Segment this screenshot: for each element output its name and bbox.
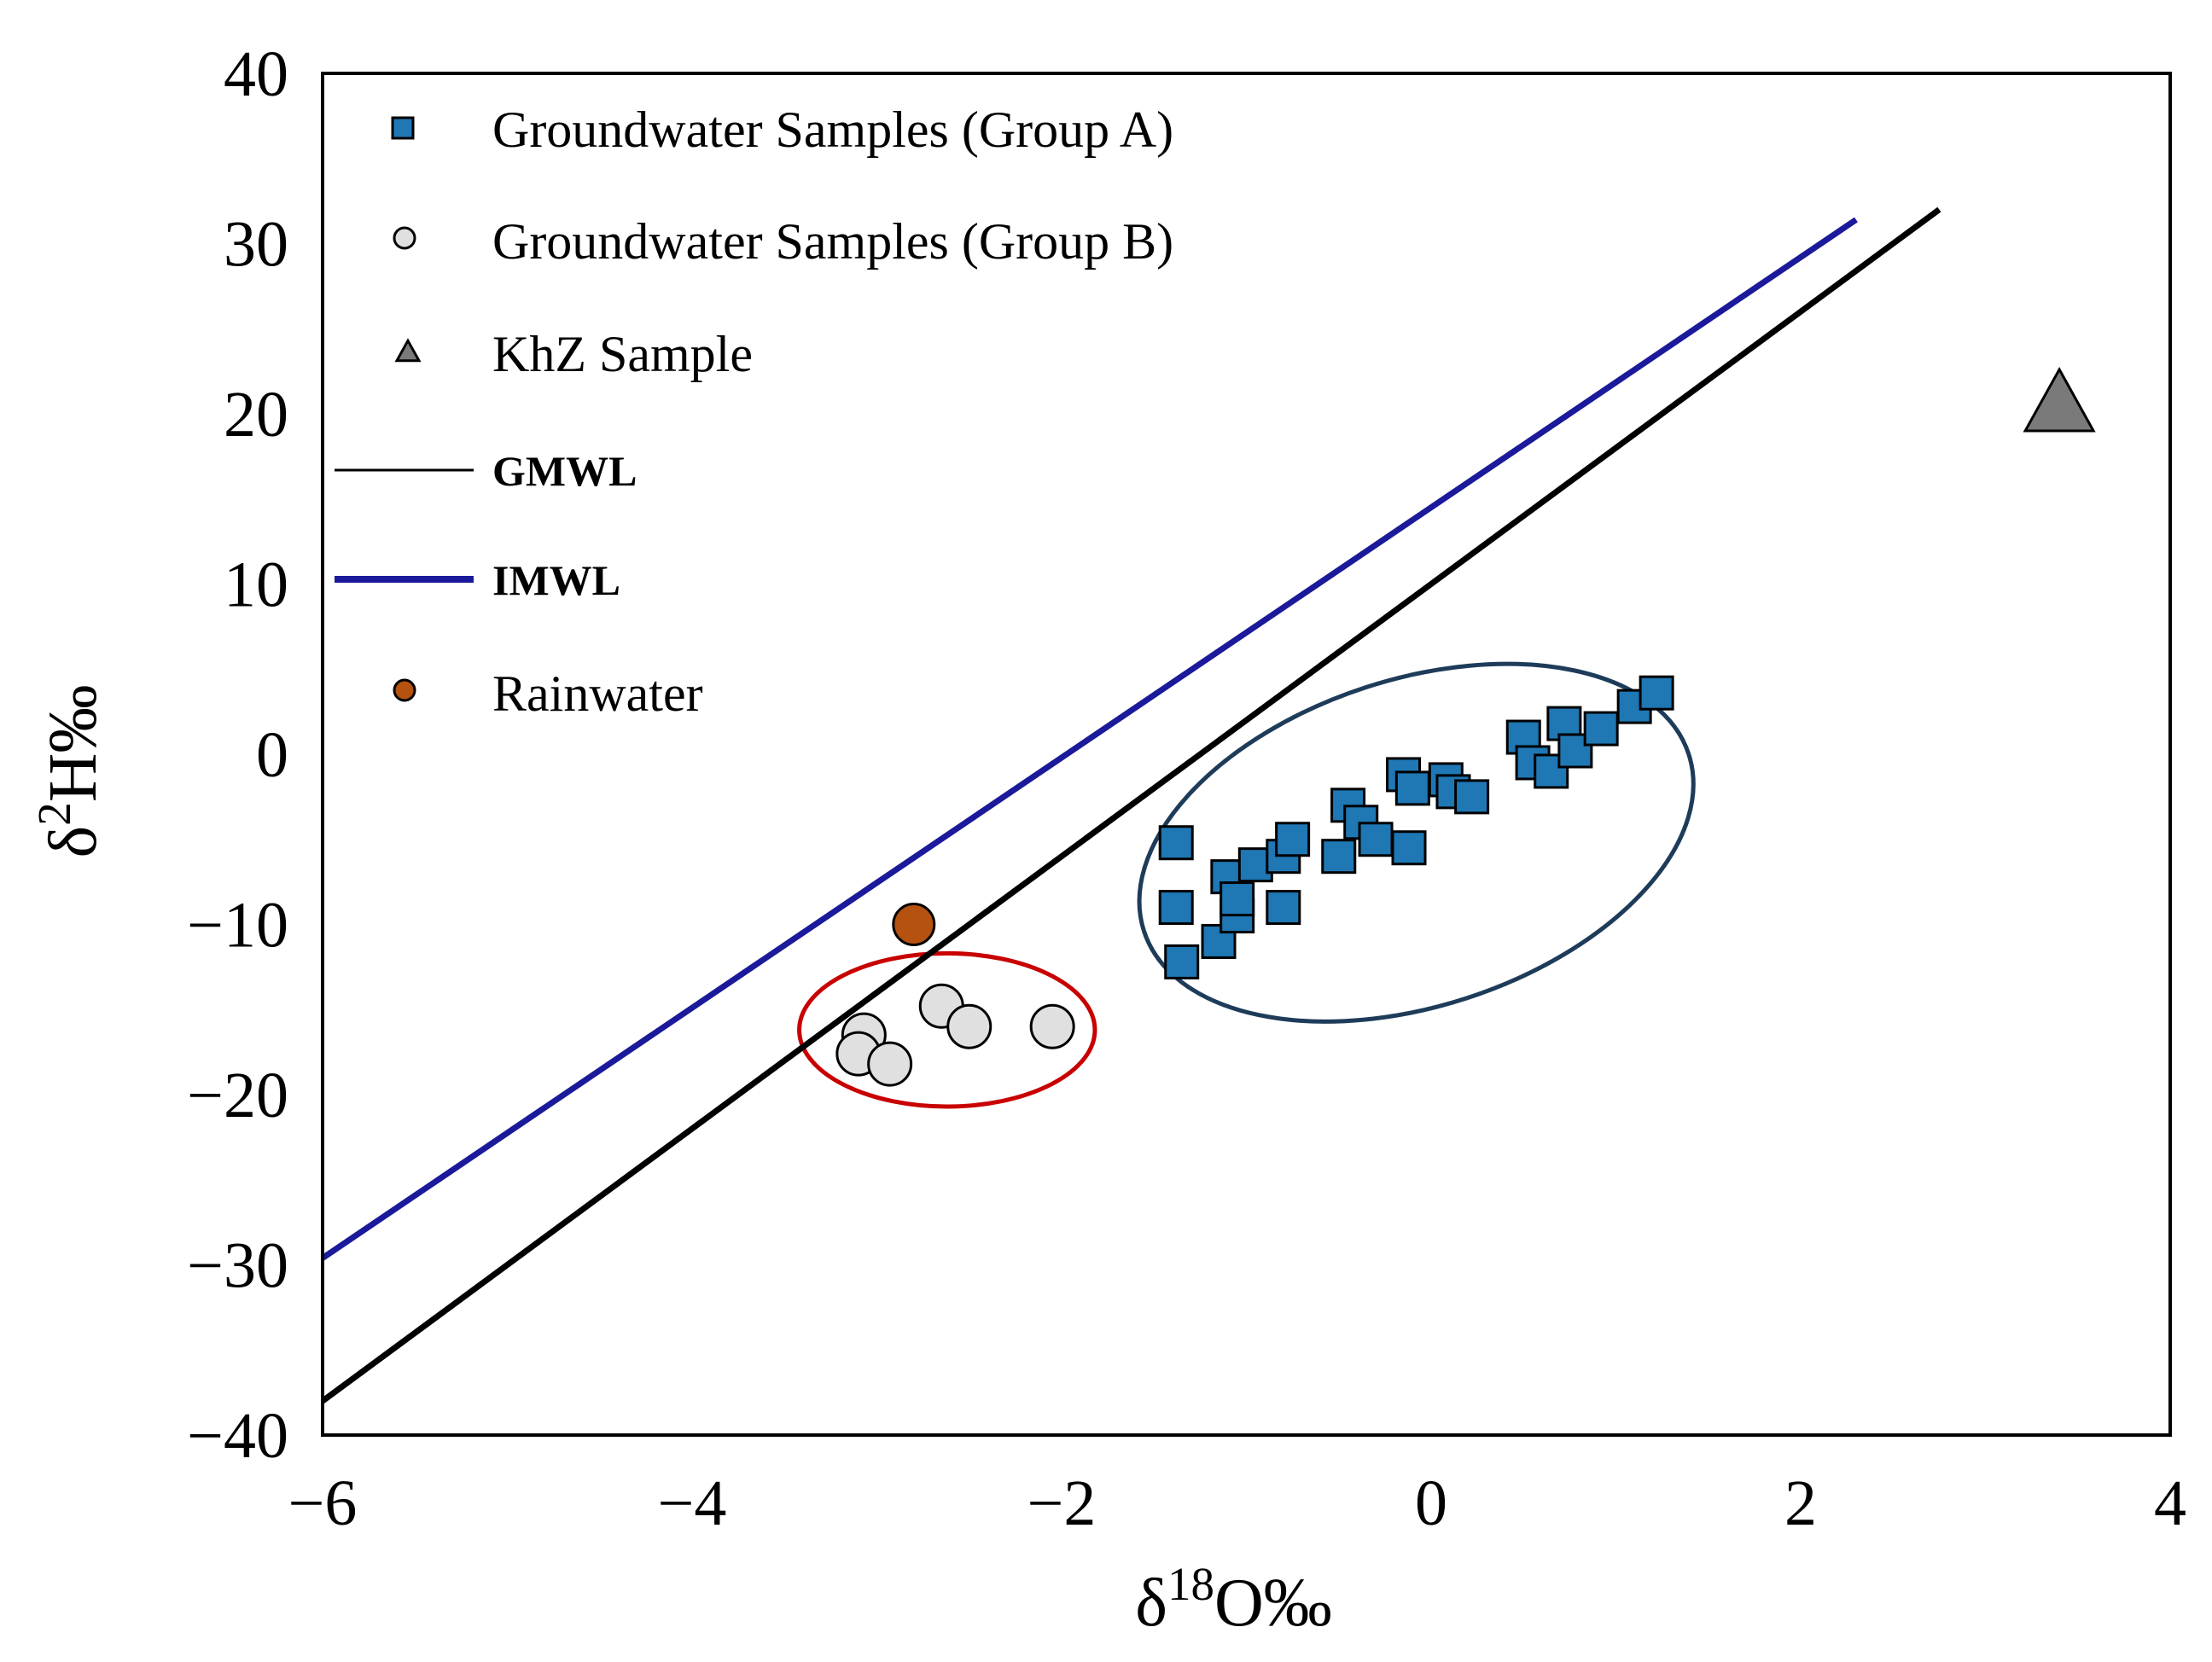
y-tick-label: 30 — [224, 209, 288, 281]
y-tick-label: −10 — [187, 890, 288, 962]
group-b-point — [867, 1041, 913, 1087]
legend-label: Groundwater Samples (Group A) — [492, 102, 1173, 158]
ellipse-layer — [797, 661, 1696, 1109]
x-tick-label: −4 — [658, 1467, 727, 1539]
y-axis-title-base: δ — [36, 826, 111, 858]
legend-label: GMWL — [492, 447, 637, 495]
legend-label: Rainwater — [492, 665, 703, 722]
group-a-point — [1158, 825, 1194, 861]
group-a-point — [1358, 822, 1394, 857]
y-tick-label: 20 — [224, 379, 288, 450]
x-tick-label: −6 — [288, 1467, 358, 1539]
y-axis-title: δ2H‰ — [28, 685, 111, 858]
y-tick-label: 10 — [224, 549, 288, 621]
x-axis-title-sup: 18 — [1167, 1558, 1214, 1610]
line-layer — [320, 206, 1941, 1403]
y-tick-label: 40 — [224, 38, 288, 110]
y-tick-label: −20 — [187, 1060, 288, 1131]
legend-label: IMWL — [492, 556, 620, 604]
legend-item: Groundwater Samples (Group B) — [393, 213, 1173, 270]
group-b-point — [946, 1003, 992, 1049]
imwl-line — [321, 217, 1858, 1261]
legend-swatch-triangle — [394, 338, 422, 363]
group-a-point — [1266, 890, 1301, 926]
group-a-point — [1158, 890, 1194, 926]
group-a-point — [1164, 944, 1200, 979]
group-a-point — [1534, 753, 1569, 789]
legend-swatch-circle — [393, 226, 416, 250]
group-a-point — [1220, 881, 1255, 917]
x-axis-title: δ18O‰ — [1135, 1558, 1331, 1641]
legend-item: Groundwater Samples (Group A) — [391, 102, 1173, 158]
legend: Groundwater Samples (Group A) Groundwater… — [335, 102, 1173, 722]
group-a-point — [1321, 839, 1357, 875]
x-tick-label: −2 — [1027, 1467, 1097, 1539]
legend-item: Rainwater — [393, 665, 703, 722]
group-ellipse-2 — [1137, 661, 1696, 1024]
group-a-point — [1454, 779, 1490, 815]
plot-frame — [321, 72, 2172, 1437]
rainwater-point — [892, 903, 936, 946]
x-tick-label: 4 — [2154, 1467, 2186, 1539]
khz-sample-point — [2023, 366, 2096, 433]
legend-label: Groundwater Samples (Group B) — [492, 213, 1173, 270]
marker-layer — [835, 366, 2096, 1087]
x-tick-label: 2 — [1784, 1467, 1817, 1539]
group-a-point — [1391, 830, 1427, 866]
group-a-point — [1639, 675, 1674, 711]
group-a-point — [1394, 770, 1430, 806]
legend-item: KhZ Sample — [394, 326, 753, 382]
legend-label: KhZ Sample — [492, 326, 753, 382]
x-tick-label: 0 — [1415, 1467, 1447, 1539]
y-axis-title-rest: H‰ — [36, 685, 111, 803]
legend-swatch-rainwater — [393, 678, 416, 702]
group-a-point — [1583, 711, 1619, 747]
y-tick-label: 0 — [256, 719, 288, 791]
legend-item: GMWL — [335, 447, 637, 495]
x-axis-title-base: δ — [1135, 1566, 1167, 1641]
legend-item: IMWL — [335, 556, 620, 604]
x-axis-ticks: −6 −4 −2 0 2 4 — [288, 1467, 2186, 1539]
y-axis-ticks: 40 30 20 10 0 −10 −20 −30 −40 — [187, 38, 288, 1472]
group-b-point — [1029, 1003, 1075, 1049]
gmwl-line — [320, 206, 1941, 1403]
group-ellipse-1 — [797, 950, 1097, 1109]
legend-swatch-square — [391, 116, 415, 140]
x-axis-title-rest: O‰ — [1214, 1566, 1332, 1641]
group-a-point — [1275, 822, 1311, 857]
y-axis-title-sup: 2 — [28, 802, 80, 826]
y-tick-label: −40 — [187, 1400, 288, 1472]
y-tick-label: −30 — [187, 1230, 288, 1302]
